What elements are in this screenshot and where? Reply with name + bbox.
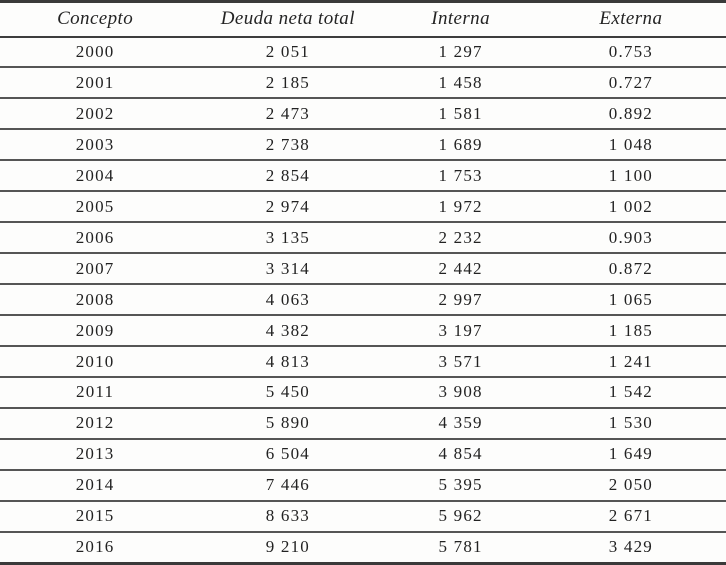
- table-row: 2001 2 185 1 458 0.727: [0, 67, 726, 99]
- interna-cell: 1 458: [438, 72, 483, 92]
- year-cell: 2006: [75, 227, 115, 247]
- year-cell: 2010: [75, 351, 115, 371]
- table-row: 2008 4 063 2 997 1 065: [0, 284, 726, 316]
- deuda-neta-total-cell: 3 314: [265, 258, 310, 278]
- interna-cell: 2 232: [438, 227, 483, 247]
- deuda-neta-total-cell: 6 504: [265, 444, 310, 464]
- interna-cell: 5 781: [438, 537, 483, 557]
- externa-cell: 2 671: [608, 506, 653, 526]
- year-cell: 2011: [76, 382, 115, 402]
- interna-cell: 3 571: [438, 351, 483, 371]
- table-row: 2002 2 473 1 581 0.892: [0, 98, 726, 130]
- externa-cell: 0.903: [608, 227, 653, 247]
- deuda-neta-total-cell: 2 854: [265, 165, 310, 185]
- deuda-neta-total-cell: 9 210: [265, 537, 310, 557]
- year-cell: 2003: [75, 134, 115, 154]
- externa-cell: 1 048: [608, 134, 653, 154]
- column-header-externa: Externa: [599, 8, 663, 30]
- externa-cell: 1 100: [608, 165, 653, 185]
- column-header-interna: Interna: [431, 8, 490, 30]
- year-cell: 2000: [75, 41, 115, 61]
- table-row: 2004 2 854 1 753 1 100: [0, 160, 726, 192]
- year-cell: 2004: [75, 165, 115, 185]
- table-row: 2013 6 504 4 854 1 649: [0, 439, 726, 470]
- table-header-row: Concepto Deuda neta total Interna Extern…: [0, 2, 726, 37]
- year-cell: 2012: [75, 413, 115, 433]
- deuda-neta-total-cell: 2 738: [265, 134, 310, 154]
- externa-cell: 1 065: [608, 289, 653, 309]
- externa-cell: 1 185: [608, 320, 653, 340]
- table-row: 2010 4 813 3 571 1 241: [0, 346, 726, 377]
- externa-cell: 1 542: [608, 382, 653, 402]
- interna-cell: 4 854: [438, 444, 483, 464]
- year-cell: 2015: [75, 506, 115, 526]
- interna-cell: 5 962: [438, 506, 483, 526]
- table-row: 2015 8 633 5 962 2 671: [0, 501, 726, 532]
- deuda-neta-total-cell: 5 450: [265, 382, 310, 402]
- year-cell: 2001: [75, 72, 115, 92]
- table-row: 2011 5 450 3 908 1 542: [0, 377, 726, 408]
- deuda-neta-total-cell: 2 974: [265, 196, 310, 216]
- table-row: 2009 4 382 3 197 1 185: [0, 315, 726, 347]
- deuda-neta-total-cell: 4 063: [265, 289, 310, 309]
- externa-cell: 2 050: [608, 475, 653, 495]
- interna-cell: 1 972: [438, 196, 483, 216]
- interna-cell: 1 753: [438, 165, 483, 185]
- interna-cell: 2 442: [438, 258, 483, 278]
- deuda-neta-total-cell: 2 051: [265, 41, 310, 61]
- table-row: 2016 9 210 5 781 3 429: [0, 532, 726, 564]
- interna-cell: 1 689: [438, 134, 483, 154]
- year-cell: 2007: [75, 258, 115, 278]
- year-cell: 2008: [75, 289, 115, 309]
- year-cell: 2016: [75, 537, 115, 557]
- interna-cell: 2 997: [438, 289, 483, 309]
- interna-cell: 1 297: [438, 41, 483, 61]
- table-row: 2000 2 051 1 297 0.753: [0, 37, 726, 68]
- table-row: 2003 2 738 1 689 1 048: [0, 129, 726, 161]
- externa-cell: 0.872: [608, 258, 653, 278]
- deuda-neta-total-cell: 2 473: [265, 103, 310, 123]
- externa-cell: 1 002: [608, 196, 653, 216]
- table-row: 2005 2 974 1 972 1 002: [0, 191, 726, 223]
- year-cell: 2013: [75, 444, 115, 464]
- deuda-neta-total-cell: 5 890: [265, 413, 310, 433]
- year-cell: 2014: [75, 475, 115, 495]
- column-header-concepto: Concepto: [57, 8, 134, 30]
- externa-cell: 1 241: [608, 351, 653, 371]
- column-header-deuda-neta-total: Deuda neta total: [220, 8, 355, 30]
- table-body: 2000 2 051 1 297 0.753 2001 2 185 1 458 0.727 20…: [0, 37, 726, 564]
- externa-cell: 0.753: [608, 41, 653, 61]
- deuda-neta-total-cell: 7 446: [265, 475, 310, 495]
- table-row: 2012 5 890 4 359 1 530: [0, 408, 726, 439]
- deuda-neta-total-cell: 2 185: [265, 72, 310, 92]
- year-cell: 2005: [75, 196, 115, 216]
- interna-cell: 1 581: [438, 103, 483, 123]
- table-row: 2006 3 135 2 232 0.903: [0, 222, 726, 254]
- deuda-neta-total-cell: 4 813: [265, 351, 310, 371]
- table-row: 2014 7 446 5 395 2 050: [0, 470, 726, 501]
- interna-cell: 3 908: [438, 382, 483, 402]
- externa-cell: 1 530: [608, 413, 653, 433]
- interna-cell: 4 359: [438, 413, 483, 433]
- externa-cell: 3 429: [608, 537, 653, 557]
- interna-cell: 5 395: [438, 475, 483, 495]
- table-row: 2007 3 314 2 442 0.872: [0, 253, 726, 285]
- externa-cell: 0.727: [608, 72, 653, 92]
- deuda-neta-total-cell: 8 633: [265, 506, 310, 526]
- externa-cell: 0.892: [608, 103, 653, 123]
- year-cell: 2002: [75, 103, 115, 123]
- year-cell: 2009: [75, 320, 115, 340]
- deuda-neta-total-cell: 3 135: [265, 227, 310, 247]
- table-header: Concepto Deuda neta total Interna Extern…: [0, 2, 726, 37]
- interna-cell: 3 197: [438, 320, 483, 340]
- externa-cell: 1 649: [608, 444, 653, 464]
- deuda-neta-total-cell: 4 382: [265, 320, 310, 340]
